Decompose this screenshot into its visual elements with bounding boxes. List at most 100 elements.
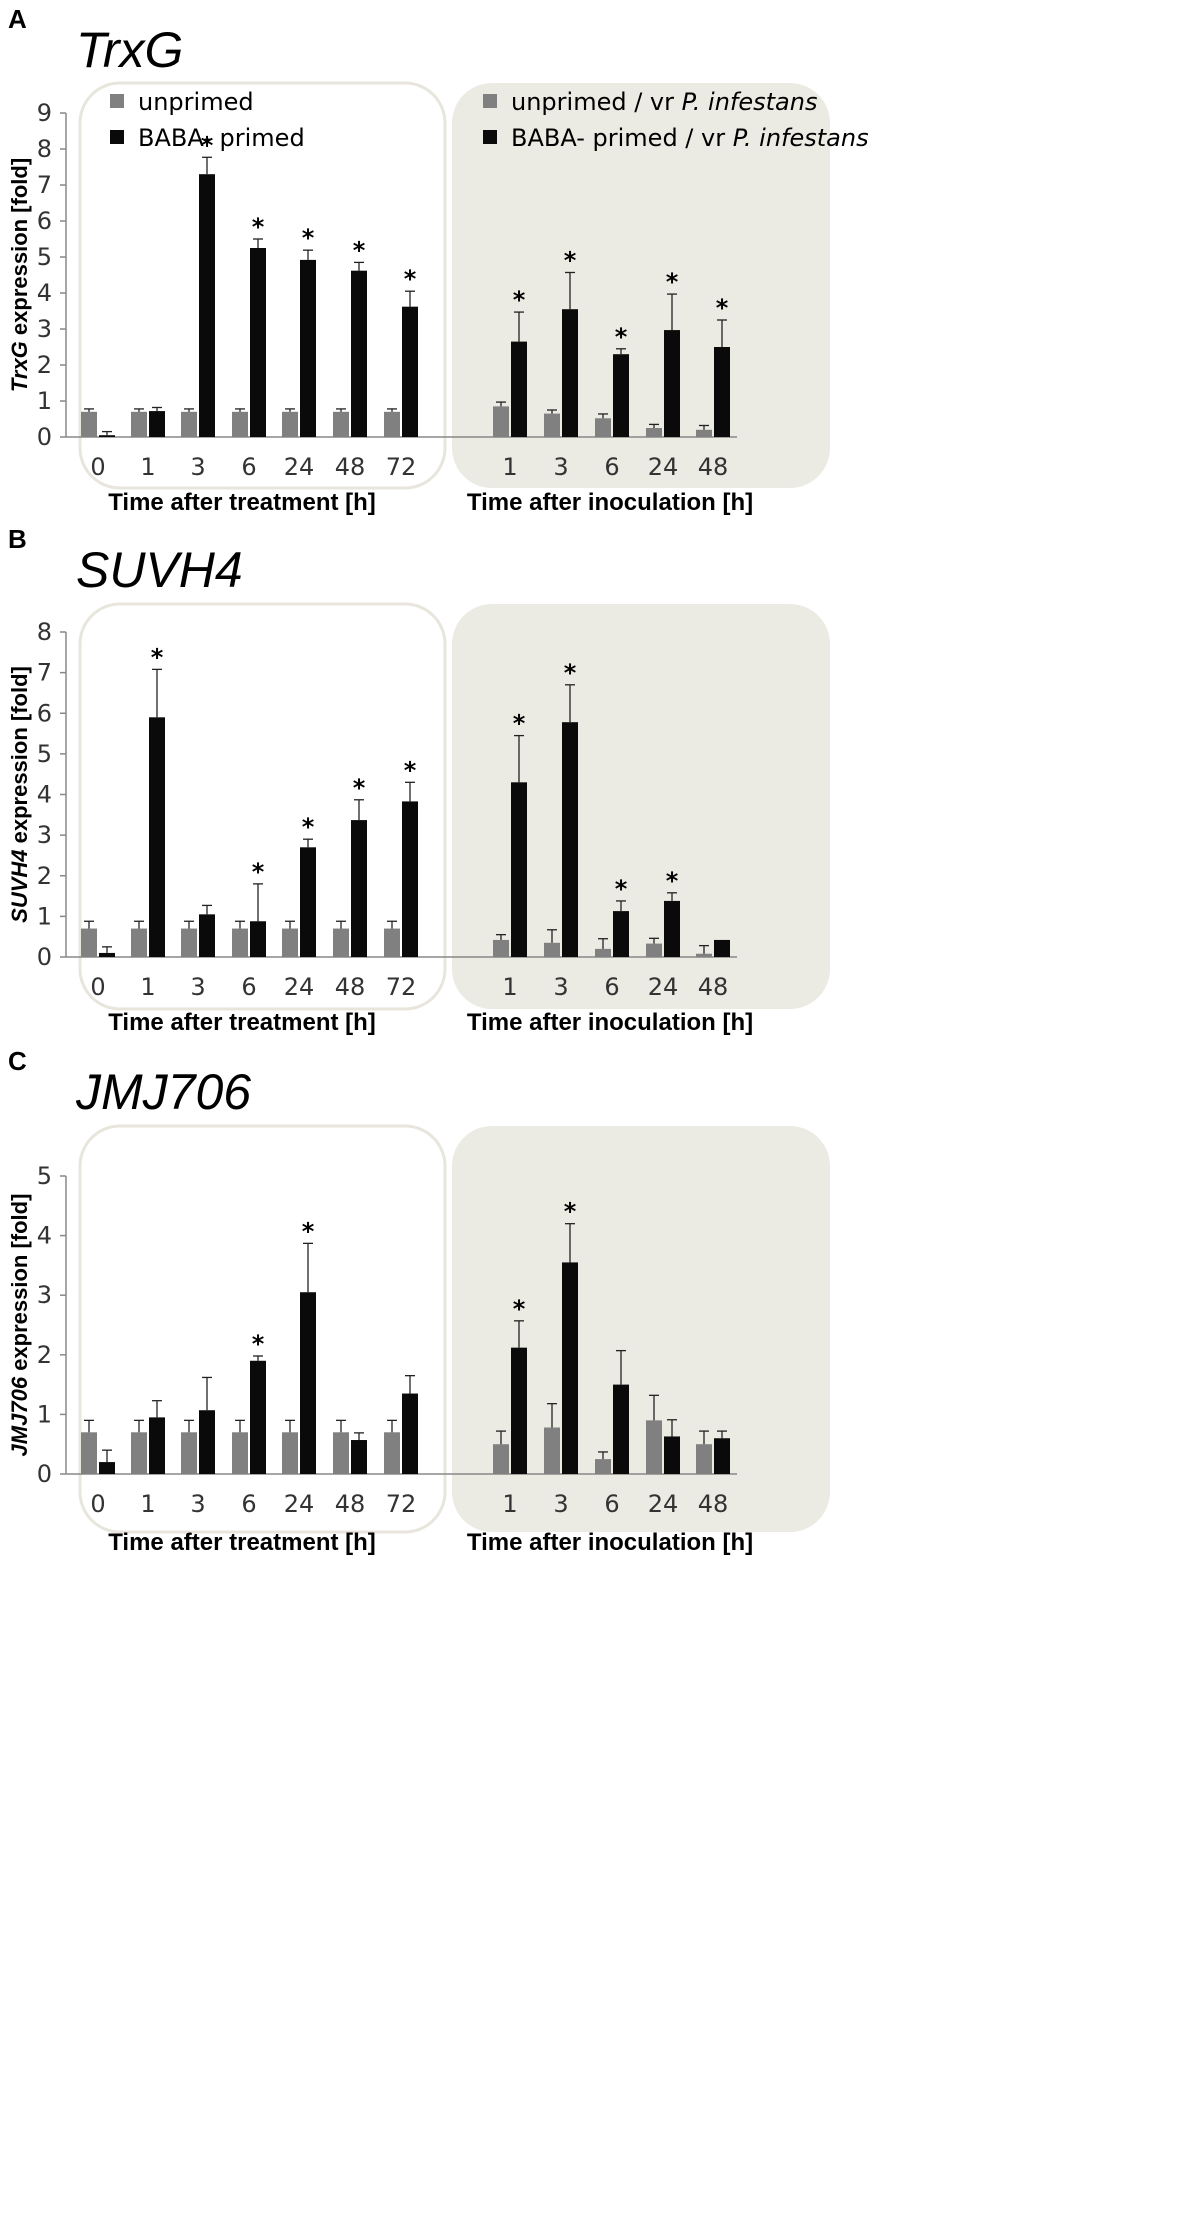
bar-unprimed [131, 928, 147, 957]
x-axis-title-inoculation: Time after inoculation [h] [467, 1009, 753, 1036]
x-tick-label: 6 [241, 1490, 256, 1518]
x-tick-label: 0 [90, 453, 105, 481]
bar-baba-primed [199, 1410, 215, 1474]
x-axis-title-inoculation: Time after inoculation [h] [467, 1529, 753, 1556]
bar-baba-primed [714, 347, 730, 437]
x-tick-label: 1 [140, 1490, 155, 1518]
bar-unprimed [595, 418, 611, 437]
bar-unprimed [232, 928, 248, 957]
bar-unprimed [493, 939, 509, 957]
bar-baba-primed [714, 939, 730, 957]
x-tick-label: 48 [698, 1490, 729, 1518]
x-tick-label: 3 [190, 973, 205, 1001]
bar-baba-primed [351, 820, 367, 957]
x-axis-title-inoculation: Time after inoculation [h] [467, 489, 753, 516]
x-tick-label: 0 [90, 973, 105, 1001]
x-tick-label: 72 [386, 1490, 417, 1518]
significance-star: * [564, 246, 577, 274]
x-tick-label: 24 [284, 1490, 315, 1518]
bar-baba-primed [351, 270, 367, 437]
treatment-panel-box [78, 1124, 447, 1534]
bar-unprimed [493, 1444, 509, 1474]
bar-unprimed [696, 1444, 712, 1474]
bar-baba-primed [511, 782, 527, 957]
y-axis-title-gene: SUVH4 [7, 850, 32, 923]
significance-star: * [302, 1217, 315, 1245]
bar-unprimed [646, 428, 662, 437]
chart-title: TrxG [76, 22, 183, 78]
y-axis-title-rest: expression [fold] [7, 1194, 32, 1377]
y-axis-title-gene: JMJ706 [7, 1376, 32, 1456]
bar-unprimed [81, 1432, 97, 1474]
bar-unprimed [333, 1432, 349, 1474]
x-tick-label: 6 [241, 973, 256, 1001]
significance-star: * [666, 867, 679, 895]
significance-star: * [564, 659, 577, 687]
bar-unprimed [544, 942, 560, 957]
y-tick-label: 2 [37, 351, 52, 379]
y-tick-label: 8 [37, 135, 52, 163]
bar-baba-primed [351, 1440, 367, 1474]
significance-star: * [302, 224, 315, 252]
bar-unprimed [333, 411, 349, 437]
legend-label-organism: P. infestans [733, 124, 869, 152]
y-tick-label: 4 [37, 1222, 52, 1250]
significance-star: * [513, 710, 526, 738]
chart-title: JMJ706 [75, 1064, 251, 1120]
significance-star: * [513, 1295, 526, 1323]
y-axis-title: JMJ706 expression [fold] [7, 1194, 32, 1457]
significance-star: * [151, 643, 164, 671]
x-tick-label: 48 [335, 453, 366, 481]
x-tick-label: 6 [604, 1490, 619, 1518]
y-tick-label: 6 [37, 699, 52, 727]
significance-star: * [513, 286, 526, 314]
bar-baba-primed [511, 1347, 527, 1474]
bar-baba-primed [664, 1436, 680, 1474]
y-tick-label: 7 [37, 659, 52, 687]
bar-baba-primed [714, 1438, 730, 1474]
bar-baba-primed [199, 174, 215, 437]
x-axis-title-treatment: Time after treatment [h] [108, 1009, 376, 1036]
significance-star: * [302, 813, 315, 841]
treatment-panel-box [78, 602, 447, 1011]
bar-unprimed [282, 928, 298, 957]
bar-baba-primed [562, 309, 578, 437]
x-tick-label: 72 [386, 453, 417, 481]
y-tick-label: 7 [37, 171, 52, 199]
x-tick-label: 72 [386, 973, 417, 1001]
y-tick-label: 8 [37, 618, 52, 646]
y-tick-label: 6 [37, 207, 52, 235]
y-tick-label: 5 [37, 1162, 52, 1190]
bar-baba-primed [199, 914, 215, 957]
bar-baba-primed [250, 1360, 266, 1474]
bar-baba-primed [149, 1417, 165, 1474]
bar-baba-primed [300, 847, 316, 957]
bar-baba-primed [300, 1292, 316, 1474]
y-tick-label: 5 [37, 740, 52, 768]
legend-swatch [110, 94, 124, 108]
bar-baba-primed [562, 1262, 578, 1474]
legend-label-prefix: unprimed / vr [511, 88, 682, 116]
bar-baba-primed [99, 1462, 115, 1474]
x-tick-label: 1 [140, 453, 155, 481]
y-tick-label: 0 [37, 423, 52, 451]
x-tick-label: 3 [190, 1490, 205, 1518]
bar-unprimed [181, 928, 197, 957]
bar-baba-primed [300, 259, 316, 437]
x-tick-label: 6 [604, 453, 619, 481]
bar-unprimed [696, 429, 712, 437]
bar-unprimed [696, 953, 712, 957]
bar-baba-primed [562, 722, 578, 957]
y-tick-label: 3 [37, 315, 52, 343]
bar-baba-primed [664, 330, 680, 437]
x-tick-label: 1 [502, 453, 517, 481]
bar-unprimed [131, 1432, 147, 1474]
bar-unprimed [544, 413, 560, 437]
significance-star: * [564, 1198, 577, 1226]
bar-unprimed [544, 1427, 560, 1474]
bar-unprimed [232, 411, 248, 437]
significance-star: * [404, 756, 417, 784]
x-axis-title-treatment: Time after treatment [h] [108, 1529, 376, 1556]
x-tick-label: 48 [335, 1490, 366, 1518]
